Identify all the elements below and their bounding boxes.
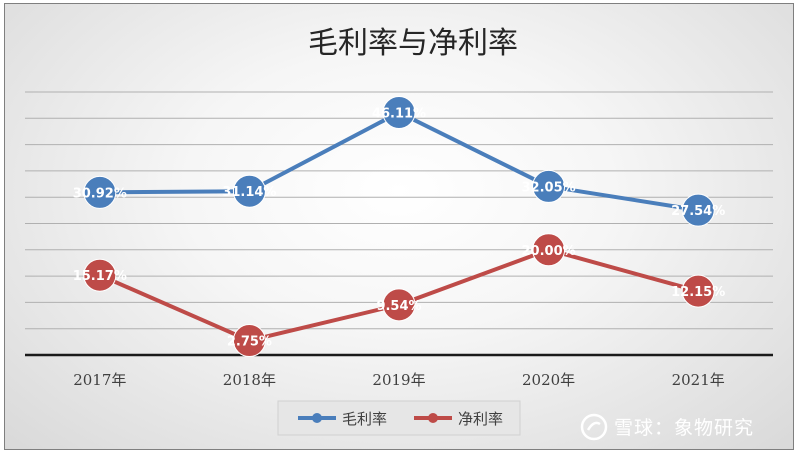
data-point (83, 258, 117, 292)
chart-frame (4, 3, 794, 450)
data-label: 20.00% (522, 244, 576, 259)
legend-label: 毛利率 (342, 410, 387, 428)
data-point (681, 274, 715, 308)
data-label: 30.92% (73, 186, 127, 201)
series-2: 15.17% 2.75% 9.54% 20.00% 12.15% (73, 233, 725, 358)
data-point (232, 174, 266, 208)
x-tick-label: 2019年 (372, 371, 425, 389)
x-axis-ticks: 2017年 2018年 2019年 2020年 2021年 (73, 371, 725, 389)
legend-label: 净利率 (458, 410, 503, 428)
x-tick-label: 2017年 (73, 371, 126, 389)
watermark-text: 雪球：象物研究 (614, 417, 754, 439)
x-tick-label: 2018年 (223, 371, 276, 389)
snowball-logo-icon (580, 413, 608, 441)
data-point (681, 193, 715, 227)
data-label: 15.17% (73, 269, 127, 284)
data-point (532, 169, 566, 203)
data-label: 31.14% (222, 185, 276, 200)
data-point (83, 175, 117, 209)
legend-swatch-marker (312, 413, 322, 423)
snowball-logo-mark (586, 421, 601, 431)
data-label: 12.15% (671, 285, 725, 300)
data-point (382, 288, 416, 322)
x-tick-label: 2020年 (522, 371, 575, 389)
data-label: 32.05% (522, 180, 576, 195)
data-label: 46.11% (372, 106, 426, 121)
series-1: 30.92% 31.14% 46.11% 32.05% 27.54% (73, 95, 725, 227)
watermark: 雪球：象物研究 (580, 413, 754, 441)
data-label: 9.54% (376, 299, 421, 314)
data-point (532, 233, 566, 267)
legend: 毛利率 净利率 (277, 400, 521, 436)
data-label: 27.54% (671, 204, 725, 219)
data-point (382, 95, 416, 129)
series-layer: 30.92% 31.14% 46.11% 32.05% 27.54% 15.17% 2.75… (73, 95, 725, 358)
legend-swatch-marker (428, 413, 438, 423)
x-tick-label: 2021年 (672, 371, 725, 389)
chart-title: 毛利率与净利率 (308, 26, 518, 61)
data-label: 2.75% (227, 335, 272, 350)
data-point (232, 324, 266, 358)
